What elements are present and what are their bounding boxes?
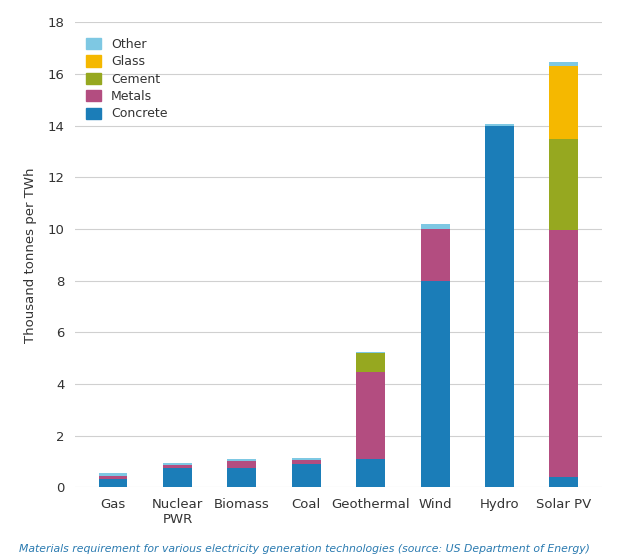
Bar xyxy=(163,468,192,487)
Bar xyxy=(550,66,578,138)
Bar xyxy=(356,372,385,459)
Bar xyxy=(420,224,450,229)
Bar xyxy=(292,460,320,464)
Bar xyxy=(356,459,385,487)
Bar xyxy=(99,473,127,475)
Bar xyxy=(485,125,514,487)
Bar xyxy=(99,475,127,479)
Bar xyxy=(99,479,127,487)
Legend: Other, Glass, Cement, Metals, Concrete: Other, Glass, Cement, Metals, Concrete xyxy=(86,38,168,120)
Bar xyxy=(550,62,578,66)
Bar xyxy=(356,353,385,372)
Bar xyxy=(550,139,578,230)
Text: Materials requirement for various electricity generation technologies (source: U: Materials requirement for various electr… xyxy=(19,544,589,554)
Bar xyxy=(550,230,578,477)
Y-axis label: Thousand tonnes per TWh: Thousand tonnes per TWh xyxy=(24,167,37,343)
Bar xyxy=(227,461,256,468)
Bar xyxy=(163,465,192,468)
Bar xyxy=(227,459,256,461)
Bar xyxy=(292,458,320,460)
Bar xyxy=(550,477,578,487)
Bar xyxy=(485,124,514,125)
Bar xyxy=(420,229,450,281)
Bar xyxy=(420,281,450,487)
Bar xyxy=(292,464,320,487)
Bar xyxy=(227,468,256,487)
Bar xyxy=(163,463,192,465)
Bar xyxy=(356,352,385,353)
